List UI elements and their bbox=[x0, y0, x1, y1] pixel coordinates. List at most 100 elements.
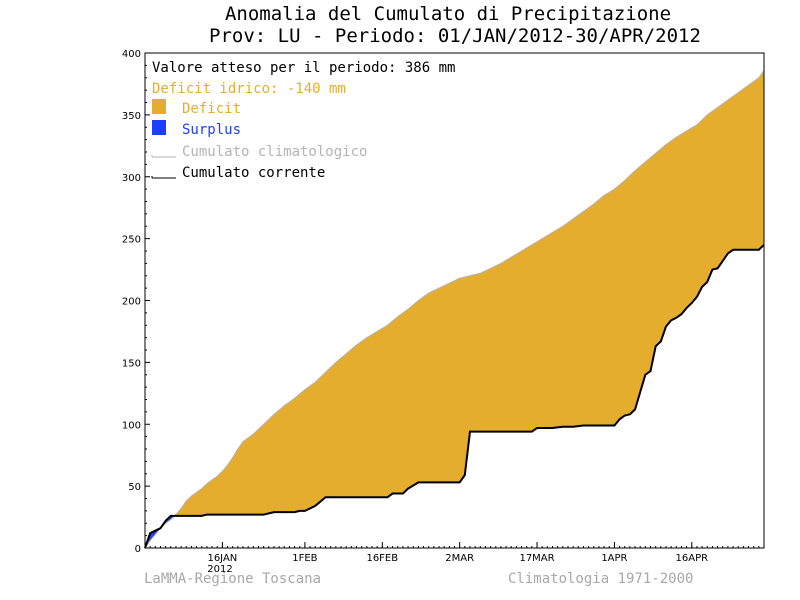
deficit-area-segment bbox=[619, 179, 626, 420]
deficit-area-segment bbox=[335, 357, 342, 498]
deficit-area-segment bbox=[686, 127, 693, 309]
deficit-area-segment bbox=[567, 218, 574, 428]
deficit-area-segment bbox=[196, 488, 203, 517]
deficit-area-segment bbox=[624, 174, 631, 416]
deficit-area-segment bbox=[608, 188, 615, 426]
deficit-area-segment bbox=[247, 433, 254, 515]
deficit-area-segment bbox=[443, 282, 450, 483]
deficit-area-segment bbox=[681, 130, 687, 315]
y-tick-label: 400 bbox=[122, 49, 141, 60]
deficit-area-segment bbox=[485, 267, 491, 432]
deficit-area-segment bbox=[325, 366, 332, 498]
deficit-area-segment bbox=[407, 304, 414, 490]
legend-deficit-value: Deficit idrico: -140 mm bbox=[152, 81, 346, 97]
deficit-area-segment bbox=[753, 77, 760, 251]
deficit-area-segment bbox=[712, 106, 718, 270]
deficit-area-segment bbox=[232, 447, 239, 515]
deficit-area-segment bbox=[454, 277, 460, 483]
y-tick-label: 300 bbox=[122, 173, 141, 184]
deficit-area-segment bbox=[531, 241, 538, 433]
deficit-area-segment bbox=[351, 344, 357, 498]
plot-area bbox=[144, 69, 765, 549]
deficit-area-segment bbox=[278, 405, 285, 513]
legend-climatological-label: Cumulato climatologico bbox=[182, 144, 367, 160]
deficit-area-segment bbox=[490, 265, 497, 432]
deficit-area-segment bbox=[330, 361, 337, 498]
legend-current-label: Cumulato corrente bbox=[182, 165, 325, 181]
deficit-area-segment bbox=[397, 312, 404, 494]
deficit-area-segment bbox=[211, 475, 218, 515]
deficit-area-segment bbox=[510, 253, 517, 432]
deficit-area-segment bbox=[423, 292, 430, 483]
deficit-area-segment bbox=[552, 228, 558, 429]
deficit-area-segment bbox=[670, 136, 677, 321]
deficit-area-segment bbox=[500, 259, 507, 432]
y-tick-label: 250 bbox=[122, 235, 141, 246]
deficit-area-segment bbox=[294, 393, 301, 513]
deficit-area-segment bbox=[237, 440, 244, 515]
deficit-area-segment bbox=[402, 308, 409, 495]
y-tick-label: 0 bbox=[135, 544, 141, 555]
x-tick-label: 16FEB bbox=[366, 553, 398, 564]
deficit-area-segment bbox=[206, 479, 213, 515]
deficit-area-segment bbox=[722, 99, 729, 262]
deficit-area-segment bbox=[459, 276, 466, 484]
deficit-area-segment bbox=[577, 210, 584, 427]
deficit-area-segment bbox=[562, 221, 569, 428]
legend-deficit-label: Deficit bbox=[182, 101, 241, 117]
deficit-area-segment bbox=[474, 272, 481, 432]
deficit-area-segment bbox=[258, 423, 264, 515]
climatological-cumulative-line bbox=[144, 70, 765, 549]
deficit-area-segment bbox=[253, 428, 259, 515]
deficit-area-segment bbox=[268, 413, 275, 514]
deficit-area-segment bbox=[356, 340, 362, 498]
x-tick-label: 1FEB bbox=[292, 553, 317, 564]
deficit-area-segment bbox=[614, 184, 620, 427]
year-label: 2012 bbox=[207, 564, 232, 575]
deficit-area-segment bbox=[758, 69, 765, 251]
deficit-area-segment bbox=[479, 270, 486, 432]
deficit-area-segment bbox=[309, 381, 316, 509]
deficit-area-segment bbox=[299, 388, 306, 512]
deficit-area-segment bbox=[536, 238, 543, 429]
deficit-area-segment bbox=[418, 296, 424, 483]
deficit-area-segment bbox=[557, 225, 564, 428]
deficit-area-segment bbox=[516, 250, 522, 432]
deficit-area-segment bbox=[263, 418, 270, 515]
axes: 0 50 100 150 200 250 300 350 400 16JAN 1FEB 16FEB 2M… bbox=[122, 49, 765, 564]
deficit-area-segment bbox=[593, 198, 600, 426]
deficit-area-segment bbox=[387, 320, 393, 498]
deficit-area-segment bbox=[665, 140, 672, 328]
deficit-area-segment bbox=[283, 401, 290, 513]
deficit-area-segment bbox=[748, 80, 754, 251]
deficit-area-segment bbox=[361, 337, 368, 498]
chart-title-line2: Prov: LU - Periodo: 01/JAN/2012-30/APR/2… bbox=[209, 25, 701, 47]
deficit-area-segment bbox=[676, 133, 682, 319]
deficit-area-segment bbox=[449, 280, 455, 483]
deficit-area-segment bbox=[495, 262, 502, 432]
deficit-area-segment bbox=[320, 371, 326, 503]
deficit-area-segment bbox=[603, 191, 610, 426]
deficit-area-segment bbox=[547, 231, 553, 429]
deficit-area-segment bbox=[583, 207, 589, 426]
legend: Valore atteso per il periodo: 386 mm Def… bbox=[151, 60, 455, 181]
deficit-area-segment bbox=[376, 327, 383, 498]
x-tick-label: 2MAR bbox=[445, 553, 474, 564]
deficit-area-segment bbox=[289, 397, 295, 513]
deficit-area-segment bbox=[588, 203, 595, 426]
deficit-area-segment bbox=[655, 148, 662, 347]
x-tick-label: 17MAR bbox=[519, 553, 554, 564]
deficit-area-segment bbox=[180, 500, 187, 517]
deficit-area-segment bbox=[717, 103, 724, 270]
deficit-area-segment bbox=[304, 385, 311, 512]
deficit-area-segment bbox=[412, 299, 419, 487]
deficit-area-segment bbox=[216, 470, 223, 515]
y-tick-label: 150 bbox=[122, 358, 141, 369]
y-tick-label: 350 bbox=[122, 111, 141, 122]
deficit-area-segment bbox=[645, 156, 651, 376]
y-tick-label: 50 bbox=[128, 482, 141, 493]
deficit-area-segment bbox=[505, 256, 512, 432]
deficit-area-segment bbox=[639, 161, 646, 393]
x-tick-label: 1APR bbox=[601, 553, 627, 564]
